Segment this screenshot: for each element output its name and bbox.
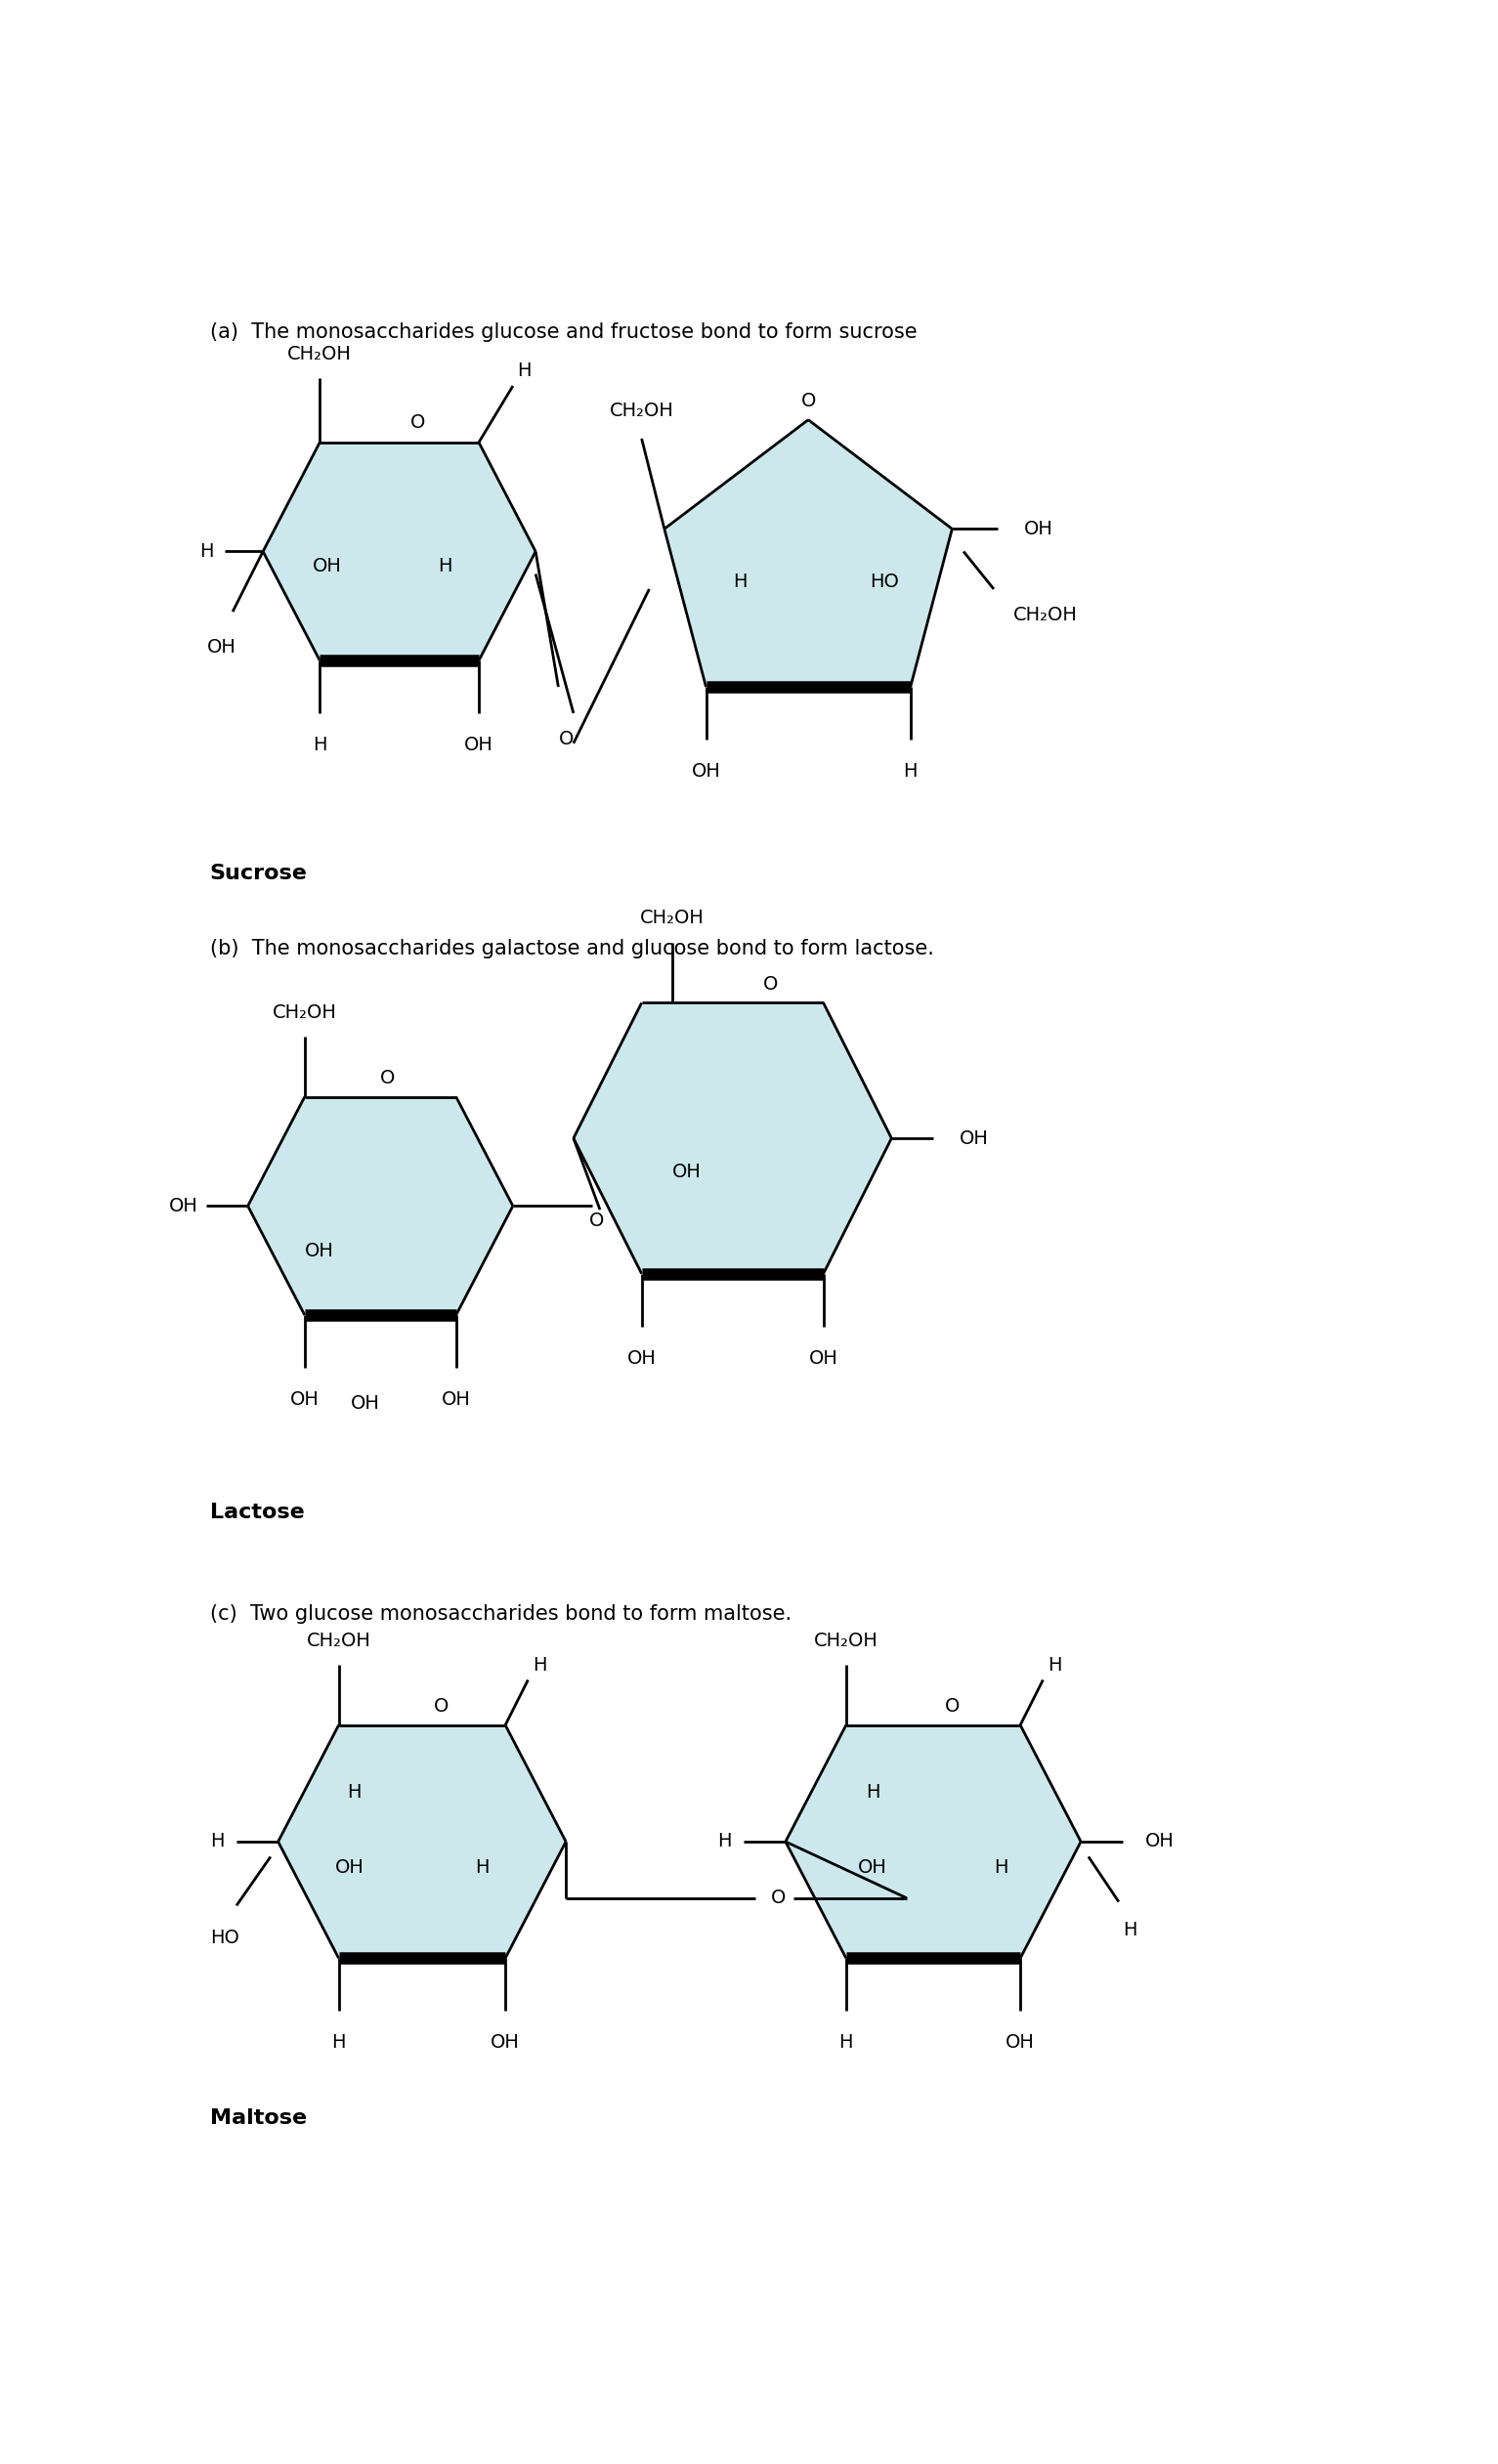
Text: O: O xyxy=(589,1212,604,1230)
Text: OH: OH xyxy=(960,1129,989,1148)
Text: OH: OH xyxy=(313,557,342,577)
Text: H: H xyxy=(331,2033,346,2053)
Text: H: H xyxy=(1124,1919,1137,1939)
Text: CH₂OH: CH₂OH xyxy=(273,1003,337,1023)
Text: CH₂OH: CH₂OH xyxy=(288,345,352,362)
Text: H: H xyxy=(866,1784,879,1801)
Polygon shape xyxy=(247,1096,512,1316)
Text: O: O xyxy=(762,976,777,993)
Text: CH₂OH: CH₂OH xyxy=(610,402,674,419)
Text: H: H xyxy=(1047,1656,1062,1673)
Text: O: O xyxy=(380,1069,395,1087)
Text: H: H xyxy=(346,1784,361,1801)
Polygon shape xyxy=(664,419,953,687)
Text: O: O xyxy=(410,414,425,431)
Text: CH₂OH: CH₂OH xyxy=(307,1631,372,1651)
Text: OH: OH xyxy=(673,1163,701,1180)
Text: H: H xyxy=(995,1858,1008,1878)
Text: OH: OH xyxy=(169,1198,198,1215)
Text: OH: OH xyxy=(336,1858,364,1878)
Text: O: O xyxy=(945,1698,960,1715)
Polygon shape xyxy=(785,1725,1082,1959)
Text: O: O xyxy=(559,729,574,749)
Text: OH: OH xyxy=(464,737,493,754)
Text: OH: OH xyxy=(858,1858,887,1878)
Text: H: H xyxy=(475,1858,490,1878)
Text: H: H xyxy=(437,557,452,577)
Text: OH: OH xyxy=(207,638,235,655)
Text: (c)  Two glucose monosaccharides bond to form maltose.: (c) Two glucose monosaccharides bond to … xyxy=(210,1604,791,1624)
Text: CH₂OH: CH₂OH xyxy=(1013,606,1077,626)
Text: OH: OH xyxy=(692,761,721,781)
Text: OH: OH xyxy=(491,2033,520,2053)
Text: HO: HO xyxy=(211,1929,240,1947)
Text: H: H xyxy=(517,362,532,379)
Text: (b)  The monosaccharides galactose and glucose bond to form lactose.: (b) The monosaccharides galactose and gl… xyxy=(210,939,933,958)
Text: O: O xyxy=(433,1698,448,1715)
Polygon shape xyxy=(279,1725,566,1959)
Text: CH₂OH: CH₂OH xyxy=(640,909,704,926)
Text: O: O xyxy=(770,1890,785,1907)
Text: H: H xyxy=(210,1833,225,1850)
Text: H: H xyxy=(903,761,918,781)
Text: H: H xyxy=(839,2033,854,2053)
Text: OH: OH xyxy=(1025,520,1053,537)
Text: OH: OH xyxy=(442,1390,470,1409)
Text: H: H xyxy=(718,1833,733,1850)
Text: (a)  The monosaccharides glucose and fructose bond to form sucrose: (a) The monosaccharides glucose and fruc… xyxy=(210,323,917,342)
Text: Sucrose: Sucrose xyxy=(210,865,307,882)
Text: H: H xyxy=(532,1656,547,1673)
Text: H: H xyxy=(733,572,748,591)
Text: Maltose: Maltose xyxy=(210,2109,307,2129)
Text: CH₂OH: CH₂OH xyxy=(813,1631,878,1651)
Text: H: H xyxy=(199,542,213,562)
Text: HO: HO xyxy=(869,572,899,591)
Text: OH: OH xyxy=(291,1390,319,1409)
Text: O: O xyxy=(801,392,816,411)
Text: OH: OH xyxy=(628,1348,656,1368)
Text: Lactose: Lactose xyxy=(210,1503,304,1523)
Text: OH: OH xyxy=(306,1242,334,1262)
Text: OH: OH xyxy=(809,1348,837,1368)
Text: OH: OH xyxy=(1005,2033,1035,2053)
Text: OH: OH xyxy=(1146,1833,1174,1850)
Polygon shape xyxy=(574,1003,891,1274)
Text: OH: OH xyxy=(351,1395,380,1412)
Polygon shape xyxy=(264,444,536,660)
Text: H: H xyxy=(313,737,327,754)
